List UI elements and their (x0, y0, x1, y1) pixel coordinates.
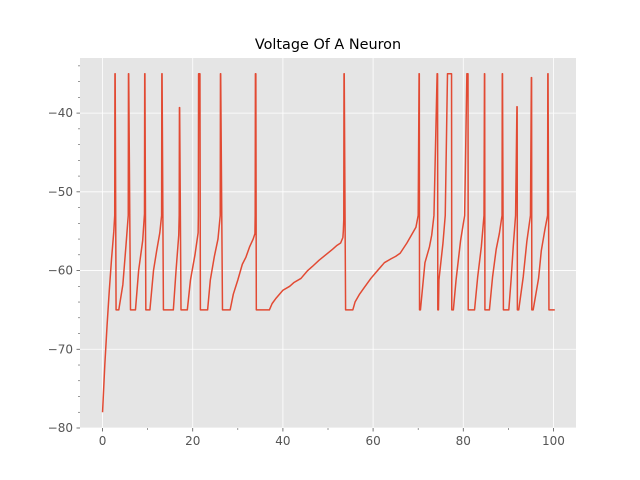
x-tick-label: 0 (99, 434, 107, 448)
series-layer (101, 72, 555, 413)
y-tick-label: −80 (48, 421, 73, 435)
y-tick-label: −60 (48, 264, 73, 278)
x-tick-label: 80 (456, 434, 471, 448)
x-tick-label: 60 (365, 434, 380, 448)
y-tick-labels: −80 −70 −60 −50 −40 (48, 106, 73, 435)
x-tick-label: 40 (275, 434, 290, 448)
chart-title: Voltage Of A Neuron (255, 37, 401, 53)
y-tick-label: −70 (48, 342, 73, 356)
major-ticks (76, 112, 554, 432)
x-tick-label: 20 (185, 434, 200, 448)
y-tick-label: −50 (48, 185, 73, 199)
minor-ticks (78, 65, 509, 430)
y-tick-label: −40 (48, 106, 73, 120)
x-tick-labels: 0 20 40 60 80 100 (99, 434, 565, 448)
voltage-series-line (101, 72, 555, 413)
x-tick-label: 100 (542, 434, 565, 448)
